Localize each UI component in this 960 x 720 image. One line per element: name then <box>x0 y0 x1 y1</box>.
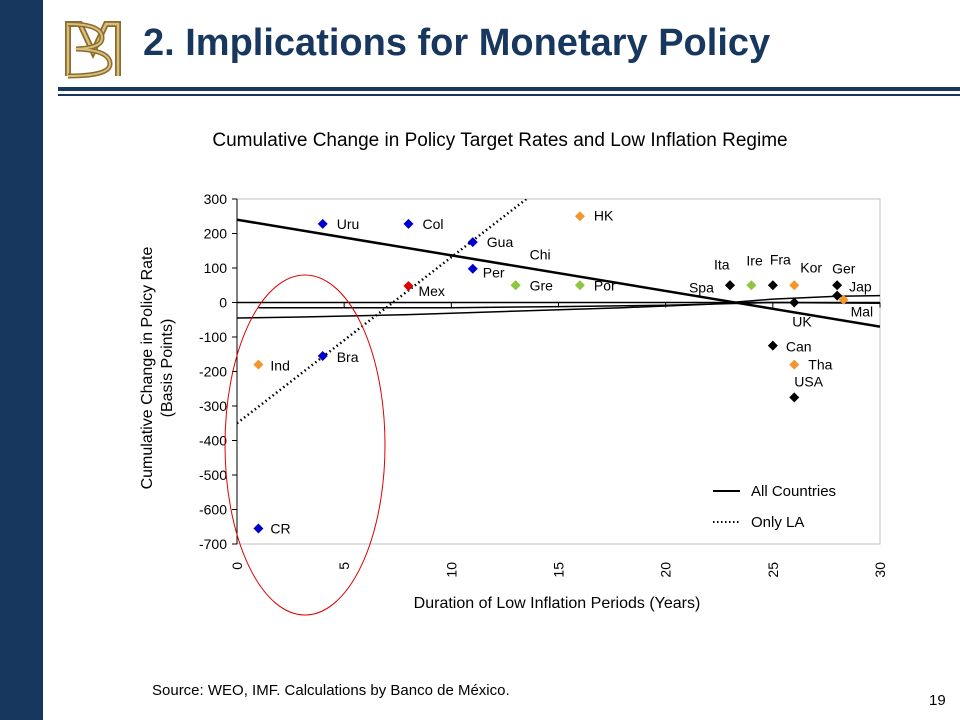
y-axis-label-line-2: (Basis Points) <box>159 319 176 418</box>
point-label-uk: UK <box>792 314 812 330</box>
point-usa <box>789 392 800 403</box>
point-ger <box>832 280 843 291</box>
fitted-curve-all-countries <box>258 301 880 309</box>
slide-title: 2. Implications for Monetary Policy <box>143 22 771 64</box>
title-rule-thick <box>58 87 960 91</box>
point-label-jap: Jap <box>849 279 872 295</box>
point-tha <box>789 359 800 370</box>
banxico-logo-icon <box>65 21 121 79</box>
point-label-gua: Gua <box>487 234 514 250</box>
x-tick-label: 20 <box>658 562 674 578</box>
point-label-ire: Ire <box>746 252 763 268</box>
page-number: 19 <box>929 692 946 709</box>
point-label-uru: Uru <box>337 216 360 232</box>
point-label-por: Por <box>594 277 616 293</box>
highlight-ellipse <box>224 274 386 616</box>
trend-line-all-countries <box>237 218 880 328</box>
point-label-usa: USA <box>794 373 823 389</box>
point-label-kor: Kor <box>800 259 822 275</box>
y-tick-label: 200 <box>204 226 228 242</box>
point-kor <box>789 280 800 291</box>
point-label-tha: Tha <box>808 357 832 373</box>
point-label-can: Can <box>786 339 812 355</box>
point-label-hk: HK <box>594 207 614 223</box>
x-axis-label: Duration of Low Inflation Periods (Years… <box>414 595 701 612</box>
y-tick-label: -400 <box>199 433 227 449</box>
point-label-spa: Spa <box>689 279 714 295</box>
chart-title: Cumulative Change in Policy Target Rates… <box>212 130 788 151</box>
x-tick-label: 30 <box>872 562 888 578</box>
point-uk <box>789 297 800 308</box>
point-ire <box>746 280 757 291</box>
point-label-ind: Ind <box>270 358 289 374</box>
point-hk <box>574 211 585 222</box>
point-bra <box>317 350 328 361</box>
y-tick-label: -200 <box>199 364 227 380</box>
y-tick-label: -600 <box>199 502 227 518</box>
point-mal <box>838 294 849 305</box>
x-tick-label: 5 <box>336 562 352 570</box>
trend-line-only-la <box>237 199 528 425</box>
legend-all-countries-label: All Countries <box>751 483 836 500</box>
x-tick-label: 10 <box>443 562 459 578</box>
legend-only-la-label: Only LA <box>751 514 804 531</box>
y-tick-label: -300 <box>199 398 227 414</box>
point-label-col: Col <box>422 216 443 232</box>
point-uru <box>317 218 328 229</box>
title-rule-thin <box>58 94 960 96</box>
y-axis-label-line-1: Cumulative Change in Policy Rate <box>139 247 156 490</box>
point-label-gre: Gre <box>530 277 554 293</box>
point-can <box>767 340 778 351</box>
legend: All Countries Only LA <box>713 483 836 531</box>
point-ind <box>253 359 264 370</box>
y-tick-label: 0 <box>219 295 227 311</box>
left-sidebar-bar <box>0 0 43 720</box>
point-label-mex: Mex <box>418 283 444 299</box>
point-cr <box>253 523 264 534</box>
point-gre <box>510 280 521 291</box>
point-per <box>467 263 478 274</box>
y-tick-label: 300 <box>204 191 228 207</box>
fitted-curve-all-countries <box>237 294 880 319</box>
x-tick-label: 25 <box>765 562 781 578</box>
point-label-bra: Bra <box>337 349 359 365</box>
point-fra <box>767 280 778 291</box>
source-note: Source: WEO, IMF. Calculations by Banco … <box>152 682 510 699</box>
point-label-cr: CR <box>270 520 290 536</box>
point-col <box>403 218 414 229</box>
point-label-chi: Chi <box>530 246 551 262</box>
point-mex <box>403 280 414 291</box>
point-label-per: Per <box>483 265 505 281</box>
point-gua <box>467 237 478 248</box>
point-label-ita: Ita <box>714 256 730 272</box>
x-tick-label: 15 <box>551 562 567 578</box>
y-tick-label: -500 <box>199 467 227 483</box>
point-label-ger: Ger <box>832 260 856 276</box>
y-tick-label: -100 <box>199 329 227 345</box>
y-tick-label: 100 <box>204 260 228 276</box>
point-spa <box>724 280 735 291</box>
point-por <box>574 280 585 291</box>
y-tick-label: -700 <box>199 536 227 552</box>
x-tick-label: 0 <box>229 562 245 570</box>
point-label-fra: Fra <box>770 251 791 267</box>
point-label-mal: Mal <box>851 304 874 320</box>
point-jap <box>832 290 843 301</box>
